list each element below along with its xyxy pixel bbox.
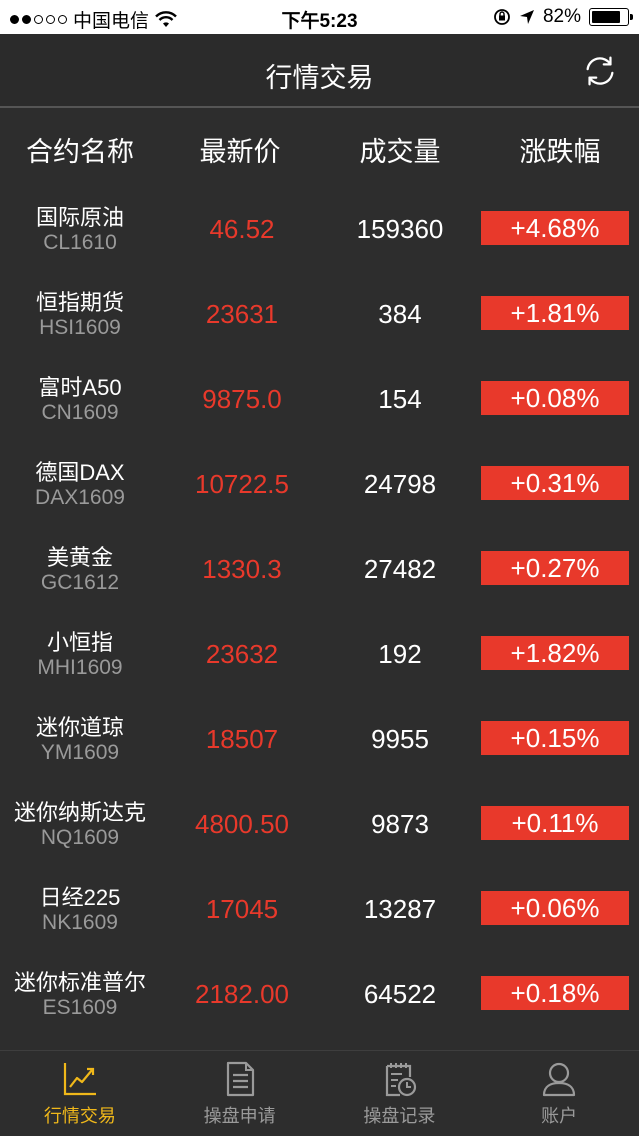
change-badge[interactable]: +0.11% — [481, 806, 629, 840]
wifi-icon — [155, 10, 177, 27]
change-badge[interactable]: +0.31% — [481, 466, 629, 500]
quote-list: 国际原油 CL1610 46.52 159360 +4.68% 恒指期货 HSI… — [0, 186, 639, 1036]
volume: 192 — [378, 639, 422, 669]
quote-row[interactable]: 迷你道琼 YM1609 18507 9955 +0.15% — [0, 696, 639, 781]
column-header-change: 涨跌幅 — [519, 137, 601, 167]
tab-account[interactable]: 账户 — [479, 1051, 639, 1136]
quote-row[interactable]: 德国DAX DAX1609 10722.5 24798 +0.31% — [0, 441, 639, 526]
volume: 13287 — [363, 894, 437, 924]
change-badge[interactable]: +0.06% — [481, 891, 629, 925]
tab-trade-records[interactable]: 操盘记录 — [320, 1051, 480, 1136]
status-time: 下午5:23 — [281, 11, 358, 32]
volume: 9955 — [371, 724, 429, 754]
latest-price: 2182.00 — [195, 979, 289, 1009]
change-badge[interactable]: +1.82% — [481, 636, 629, 670]
navigation-bar: 行情交易 — [0, 34, 639, 108]
latest-price: 10722.5 — [195, 469, 289, 499]
latest-price: 23631 — [205, 299, 279, 329]
contract-name: 富时A50 — [38, 375, 122, 400]
contract-code: GC1612 — [40, 571, 120, 594]
change-badge[interactable]: +1.81% — [481, 296, 629, 330]
tab-label: 操盘申请 — [203, 1106, 276, 1126]
contract-name: 迷你道琼 — [35, 715, 124, 740]
change-badge[interactable]: +0.18% — [481, 976, 629, 1010]
signal-strength-icon — [10, 15, 67, 24]
contract-code: YM1609 — [40, 741, 120, 764]
latest-price: 1330.3 — [202, 554, 282, 584]
tab-label: 行情交易 — [43, 1106, 116, 1126]
tab-market-trading[interactable]: 行情交易 — [0, 1051, 160, 1136]
tab-label: 操盘记录 — [363, 1106, 436, 1126]
latest-price: 46.52 — [209, 214, 275, 244]
location-icon — [519, 10, 534, 24]
status-bar: 中国电信 下午5:23 82% — [0, 0, 639, 34]
quote-row[interactable]: 美黄金 GC1612 1330.3 27482 +0.27% — [0, 526, 639, 611]
quote-row[interactable]: 恒指期货 HSI1609 23631 384 +1.81% — [0, 271, 639, 356]
quote-row[interactable]: 富时A50 CN1609 9875.0 154 +0.08% — [0, 356, 639, 441]
tab-bar: 行情交易 操盘申请 操盘记录 账户 — [0, 1050, 639, 1136]
tab-label: 账户 — [541, 1106, 578, 1126]
change-badge[interactable]: +0.08% — [481, 381, 629, 415]
contract-name: 国际原油 — [35, 205, 124, 230]
quote-row[interactable]: 迷你标准普尔 ES1609 2182.00 64522 +0.18% — [0, 951, 639, 1036]
trend-chart-icon — [63, 1063, 96, 1096]
latest-price: 4800.50 — [195, 809, 289, 839]
battery-icon — [589, 8, 633, 26]
carrier-label: 中国电信 — [73, 11, 150, 32]
quote-row[interactable]: 迷你纳斯达克 NQ1609 4800.50 9873 +0.11% — [0, 781, 639, 866]
volume: 159360 — [356, 214, 444, 244]
latest-price: 9875.0 — [202, 384, 282, 414]
page-title: 行情交易 — [265, 63, 374, 93]
contract-name: 恒指期货 — [35, 290, 124, 315]
tab-trade-application[interactable]: 操盘申请 — [160, 1051, 320, 1136]
contract-code: ES1609 — [42, 996, 118, 1019]
contract-name: 迷你标准普尔 — [13, 970, 146, 995]
quote-row[interactable]: 国际原油 CL1610 46.52 159360 +4.68% — [0, 186, 639, 271]
latest-price: 23632 — [205, 639, 279, 669]
orientation-lock-icon — [494, 9, 510, 25]
document-icon — [226, 1061, 254, 1097]
user-icon — [543, 1062, 576, 1097]
contract-name: 美黄金 — [46, 545, 113, 570]
change-badge[interactable]: +0.27% — [481, 551, 629, 585]
contract-code: DAX1609 — [35, 486, 125, 509]
status-bar-left: 中国电信 — [10, 6, 177, 33]
table-header: 合约名称 最新价 成交量 涨跌幅 — [0, 110, 639, 182]
contract-code: NQ1609 — [40, 826, 120, 849]
volume: 64522 — [363, 979, 437, 1009]
volume: 9873 — [371, 809, 429, 839]
contract-name: 迷你纳斯达克 — [13, 800, 146, 825]
refresh-icon[interactable] — [581, 52, 619, 90]
contract-code: NK1609 — [42, 911, 118, 934]
quote-row[interactable]: 日经225 NK1609 17045 13287 +0.06% — [0, 866, 639, 951]
latest-price: 17045 — [205, 894, 279, 924]
volume: 384 — [378, 299, 422, 329]
record-clock-icon — [385, 1063, 416, 1097]
change-badge[interactable]: +0.15% — [481, 721, 629, 755]
contract-code: MHI1609 — [37, 656, 123, 679]
column-header-price: 最新价 — [199, 137, 281, 167]
column-header-volume: 成交量 — [359, 137, 441, 167]
volume: 154 — [378, 384, 422, 414]
volume: 24798 — [363, 469, 437, 499]
change-badge[interactable]: +4.68% — [481, 211, 629, 245]
contract-code: HSI1609 — [39, 316, 121, 339]
contract-name: 日经225 — [39, 885, 121, 910]
contract-code: CL1610 — [43, 231, 117, 254]
quote-row[interactable]: 小恒指 MHI1609 23632 192 +1.82% — [0, 611, 639, 696]
status-bar-right: 82% — [493, 6, 633, 28]
contract-name: 小恒指 — [46, 630, 113, 655]
battery-percent: 82% — [542, 6, 581, 27]
volume: 27482 — [363, 554, 437, 584]
column-header-name: 合约名称 — [26, 137, 134, 167]
contract-code: CN1609 — [41, 401, 119, 424]
contract-name: 德国DAX — [35, 460, 125, 485]
latest-price: 18507 — [205, 724, 279, 754]
